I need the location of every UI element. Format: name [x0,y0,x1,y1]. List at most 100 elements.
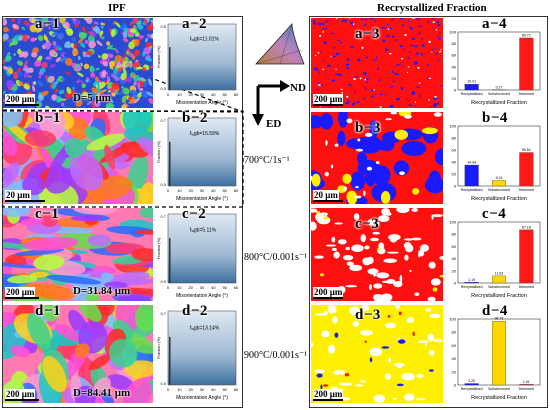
bar-panel-label: d−4 [482,303,508,319]
bar-category-label: Substructured [488,188,510,192]
hist-ytick-max: 0.5 [160,24,166,29]
grain-size-label: D=84.41 μm [73,387,131,399]
rf-map-b [311,112,443,204]
ipf-scale-bar-text: 200 μm [5,94,36,104]
ipf-scale-bar [5,399,39,401]
ipf-map-d [3,305,153,403]
hist-xtick: 60 [234,188,239,193]
bar-ytick: 40 [452,160,457,165]
bar-category-label: Substructured [488,92,510,96]
rf-scale-bar [313,200,343,202]
bar-value-label: 1.19 [468,278,475,282]
bar-ytick: 80 [452,41,457,46]
rf-scale-bar [313,297,343,299]
hist-xtick: 0 [167,285,170,290]
hist-xtick: 20 [188,285,193,290]
ipf-panel-label: d−1 [35,303,61,319]
rf-map-c [311,208,443,301]
hist-xlabel: Misorientation Angle (°) [176,395,228,401]
bar-substructured [492,275,506,284]
hist-xtick: 40 [211,387,216,392]
rf-scale-bar [313,104,343,106]
bar-ytick: 0 [454,281,457,286]
ipf-header: IPF [108,2,126,14]
bar-xlabel: Recrystallized Fraction [471,100,527,106]
hist-panel-label: c−2 [182,206,207,222]
hist-xtick: 60 [234,285,239,290]
rf-panel-label: c−3 [355,216,380,232]
lagb-fraction-label: fₗₐgb=5.11% [190,227,217,233]
rf-scale-bar-text: 200 μm [313,94,344,104]
hist-xtick: 40 [211,188,216,193]
misorientation-histogram-a: 0 10 20 30 40 50 60 0.5 0.0 Misorientation Angle … [156,23,239,106]
ipf-scale-bar [5,297,39,299]
recrystallized-fraction-header: Recrystallized Fraction [377,2,487,14]
bar-recrystallized [464,164,479,187]
bar-ytick: 20 [452,76,457,81]
ipf-scale-bar-text: 200 μm [5,287,36,297]
process-condition-label: 700°C/1s⁻¹ [244,155,290,166]
hist-xtick: 0 [167,188,170,193]
ipf-scale-bar [5,200,45,202]
ipf-scale-bar-text: 200 μm [5,389,36,399]
bar-value-label: 87.18 [522,225,531,229]
lagb-fraction-label: fₗₐgb=13.14% [190,326,220,332]
hist-ytick-zero: 0.0 [160,182,166,187]
bar-category-label: Recrystallized [461,285,483,289]
misorientation-histogram-c: 0 10 20 30 40 50 60 0.7 0.0 Misorientation Angle … [156,213,239,299]
rf-scale-bar-text: 200 μm [313,389,344,399]
bar-substructured [492,180,506,187]
hist-xlabel: Misorientation Angle (°) [176,196,228,202]
bar-panel-label: c−4 [482,206,507,222]
bar-xlabel: Recrystallized Fraction [471,196,527,202]
rf-scale-bar [313,399,343,401]
hist-panel-label: a−2 [182,16,208,32]
bar-ytick: 40 [452,356,457,361]
bar-value-label: 55.82 [522,148,531,152]
bar-substructured [492,321,506,386]
bar-ytick: 60 [452,244,457,249]
ipf-scale-bar-text: 20 μm [5,190,31,200]
hist-ytick-max: 0.7 [160,118,166,123]
bar-value-label: 0.27 [496,85,503,89]
grain-size-label: D=5 μm [73,92,111,104]
rf-map-a [311,18,443,108]
lagb-fraction-label: fₗₐgb=15.59% [190,131,220,137]
bar-panel-label: a−4 [482,16,508,32]
bar-ytick: 0 [454,383,457,388]
bar-xlabel: Recrystallized Fraction [471,293,527,299]
bar-deformed [519,152,534,187]
bar-value-label: 89.72 [522,33,531,37]
hist-xtick: 40 [211,285,216,290]
hist-ylabel: Fraction (%) [156,140,161,162]
bar-ytick: 60 [452,343,457,348]
ipf-scale-bar [5,104,39,106]
bar-deformed [519,37,534,91]
bar-value-label: 2.26 [468,379,475,383]
hist-xtick: 30 [200,387,205,392]
hist-xtick: 60 [234,387,239,392]
bar-category-label: Substructured [488,387,510,391]
misorientation-histogram-b: 0 10 20 30 40 50 60 0.7 0.0 Misorientation Angle … [156,117,239,202]
bar-ytick: 100 [449,317,456,322]
recrystallized-bar-chart-a: 0 20 40 60 80 100 10.01 Recrystallized 0.27 Subst… [449,30,541,106]
bar-ytick: 0 [454,184,457,189]
recrystallized-bar-chart-c: 0 20 40 60 80 100 1.19 Recrystallized 11.63 Subst… [449,220,541,299]
hist-ylabel: Fraction (%) [156,237,161,259]
bar-ytick: 60 [452,53,457,58]
bar-ytick: 100 [449,30,456,35]
bar-value-label: 1.01 [523,380,530,384]
ipf-color-triangle-icon [255,22,305,65]
bar-ytick: 20 [452,369,457,374]
rf-panel-label: b−3 [355,120,381,136]
hist-xtick: 10 [177,92,182,97]
hist-xtick: 60 [234,92,239,97]
bar-ytick: 100 [449,124,456,129]
nd-label: ND [290,82,306,94]
bar-recrystallized [464,282,479,284]
rf-map-d [311,305,443,403]
hist-xtick: 20 [188,92,193,97]
bar-ytick: 80 [452,232,457,237]
bar-category-label: Deformed [519,188,534,192]
rf-panel-frame [309,16,548,408]
